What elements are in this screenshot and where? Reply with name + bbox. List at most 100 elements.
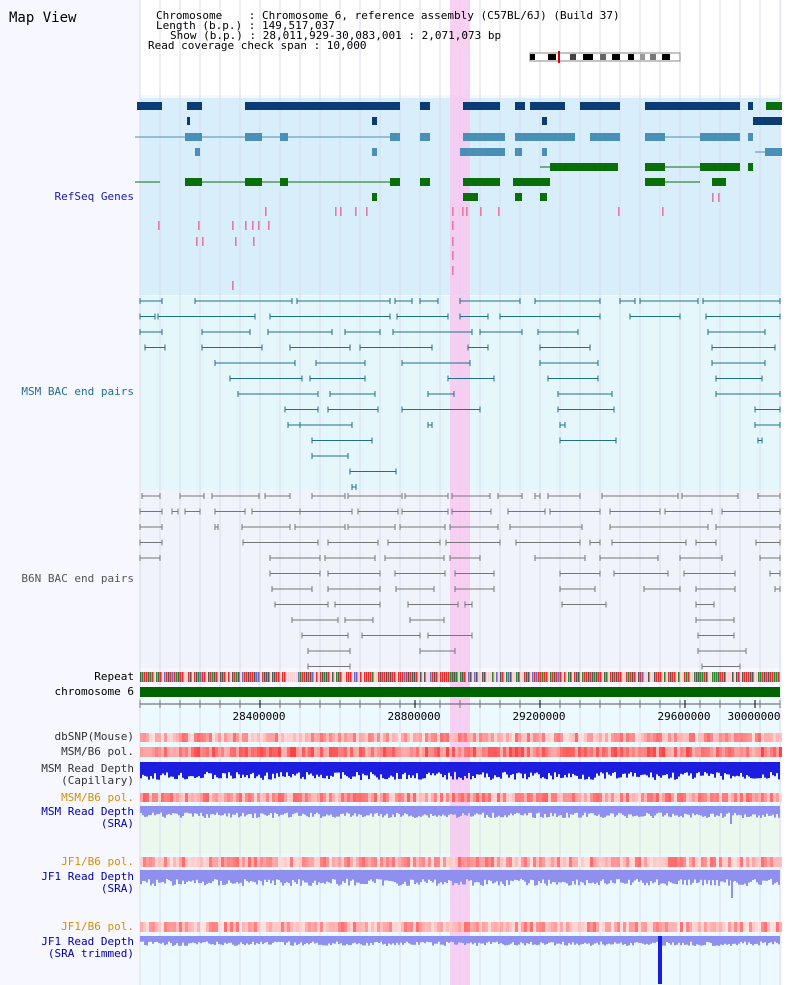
msm-depth-sra — [514, 806, 516, 814]
jf1-depth-sra — [222, 870, 224, 885]
msm-b6-pol-2-heat — [206, 793, 209, 802]
refseq-gene-exon — [700, 163, 740, 171]
msm-depth-sra — [558, 806, 560, 816]
msm-depth-capillary-label[interactable]: MSM Read Depth — [41, 762, 134, 775]
jf1-b6-pol-2-heat — [368, 922, 371, 932]
msm-b6-pol-2-heat — [143, 793, 146, 802]
highlight-band — [450, 0, 470, 985]
jf1-b6-pol-heat — [653, 857, 656, 867]
msm-depth-capillary — [524, 762, 526, 774]
jf1-depth-trim — [410, 936, 412, 945]
jf1-b6-pol-2-heat — [389, 922, 392, 932]
msm-depth-capillary — [320, 762, 322, 775]
repeat-mark — [672, 672, 674, 682]
repeat-mark — [318, 672, 320, 682]
jf1-depth-trim — [628, 936, 630, 946]
msm-depth-capillary — [566, 762, 568, 778]
jf1-b6-pol-2-heat — [770, 922, 773, 932]
msm-depth-sra — [748, 806, 750, 817]
jf1-b6-pol-2-heat — [578, 922, 581, 932]
msm-bac-label[interactable]: MSM BAC end pairs — [21, 385, 134, 398]
repeat-mark — [418, 672, 420, 682]
msm-depth-capillary — [776, 762, 778, 774]
msm-b6-pol-2-heat — [512, 793, 515, 802]
jf1-b6-pol-2-label[interactable]: JF1/B6 pol. — [61, 920, 134, 933]
repeat-mark — [164, 672, 166, 682]
jf1-b6-pol-heat — [440, 857, 443, 867]
msm-depth-sra — [324, 806, 326, 817]
jf1-depth-trim — [286, 936, 288, 943]
msm-depth-capillary — [226, 762, 228, 779]
msm-depth-sra — [258, 806, 260, 818]
msm-b6-pol-2-label[interactable]: MSM/B6 pol. — [61, 791, 134, 804]
refseq-genes-label[interactable]: RefSeq Genes — [54, 190, 134, 203]
msm-b6-pol-2-heat — [239, 793, 242, 802]
msm-depth-capillary — [554, 762, 556, 773]
jf1-b6-pol-heat — [737, 857, 740, 867]
msm-depth-capillary — [706, 762, 708, 774]
msm-depth-sra — [224, 806, 226, 814]
jf1-b6-pol-2-heat — [512, 922, 515, 932]
dbsnp-heat — [635, 733, 638, 742]
repeat-mark — [228, 672, 230, 682]
msm-b6-pol-heat — [287, 747, 290, 757]
dbsnp-heat — [533, 733, 536, 742]
jf1-depth-sra-label[interactable]: JF1 Read Depth — [41, 870, 134, 883]
msm-b6-pol-2-heat — [485, 793, 488, 802]
dbsnp-heat — [641, 733, 644, 742]
jf1-b6-pol-label[interactable]: JF1/B6 pol. — [61, 855, 134, 868]
jf1-depth-trim — [186, 936, 188, 946]
jf1-b6-pol-2-heat — [776, 922, 779, 932]
msm-depth-capillary — [756, 762, 758, 779]
jf1-depth-trim-label[interactable]: JF1 Read Depth — [41, 935, 134, 948]
msm-depth-capillary — [462, 762, 464, 780]
jf1-depth-sra — [160, 870, 162, 883]
jf1-depth-sra — [762, 870, 764, 881]
b6n-bac-label[interactable]: B6N BAC end pairs — [21, 572, 134, 585]
jf1-depth-sra — [194, 870, 196, 884]
repeat-mark — [676, 672, 678, 682]
jf1-depth-sra — [162, 870, 164, 882]
jf1-depth-trim — [530, 936, 532, 942]
repeat-mark — [268, 672, 270, 682]
msm-b6-pol-2-heat — [149, 793, 152, 802]
jf1-depth-trim — [236, 936, 238, 946]
jf1-depth-sra — [686, 870, 688, 886]
jf1-depth-sra — [466, 870, 468, 880]
msm-depth-sra — [758, 806, 760, 816]
repeat-mark — [704, 672, 706, 682]
dbsnp-heat — [380, 733, 383, 742]
msm-depth-sra-label[interactable]: MSM Read Depth — [41, 805, 134, 818]
repeat-mark — [366, 672, 368, 682]
msm-depth-capillary — [414, 762, 416, 779]
msm-depth-sra — [166, 806, 168, 815]
jf1-depth-trim — [728, 936, 730, 944]
jf1-b6-pol-heat — [554, 857, 557, 867]
jf1-b6-pol-2-heat — [263, 922, 266, 932]
repeat-label[interactable]: Repeat — [94, 670, 134, 683]
msm-b6-pol-2-heat — [413, 793, 416, 802]
msm-b6-pol-heat — [374, 747, 377, 757]
msm-depth-sra — [416, 806, 418, 818]
jf1-b6-pol-2-heat — [626, 922, 629, 932]
msm-b6-pol-heat — [761, 747, 764, 757]
msm-depth-capillary — [142, 762, 144, 775]
msm-depth-capillary — [476, 762, 478, 775]
dbsnp-label[interactable]: dbSNP(Mouse) — [54, 730, 134, 743]
msm-b6-pol-2-heat — [722, 793, 725, 802]
jf1-depth-trim — [688, 936, 690, 946]
msm-b6-pol-label[interactable]: MSM/B6 pol. — [61, 745, 134, 758]
jf1-b6-pol-heat — [590, 857, 593, 867]
jf1-b6-pol-heat — [239, 857, 242, 867]
jf1-depth-sra — [150, 870, 152, 886]
jf1-depth-trim — [242, 936, 244, 945]
msm-depth-sra — [364, 806, 366, 817]
dbsnp-heat — [575, 733, 578, 742]
repeat-mark — [584, 672, 586, 682]
msm-depth-sra — [750, 806, 752, 817]
msm-depth-sra — [466, 806, 468, 816]
msm-depth-sra — [274, 806, 276, 813]
jf1-depth-sra — [246, 870, 248, 882]
region-info: Chromosome : Chromosome 6, reference ass… — [148, 10, 620, 51]
